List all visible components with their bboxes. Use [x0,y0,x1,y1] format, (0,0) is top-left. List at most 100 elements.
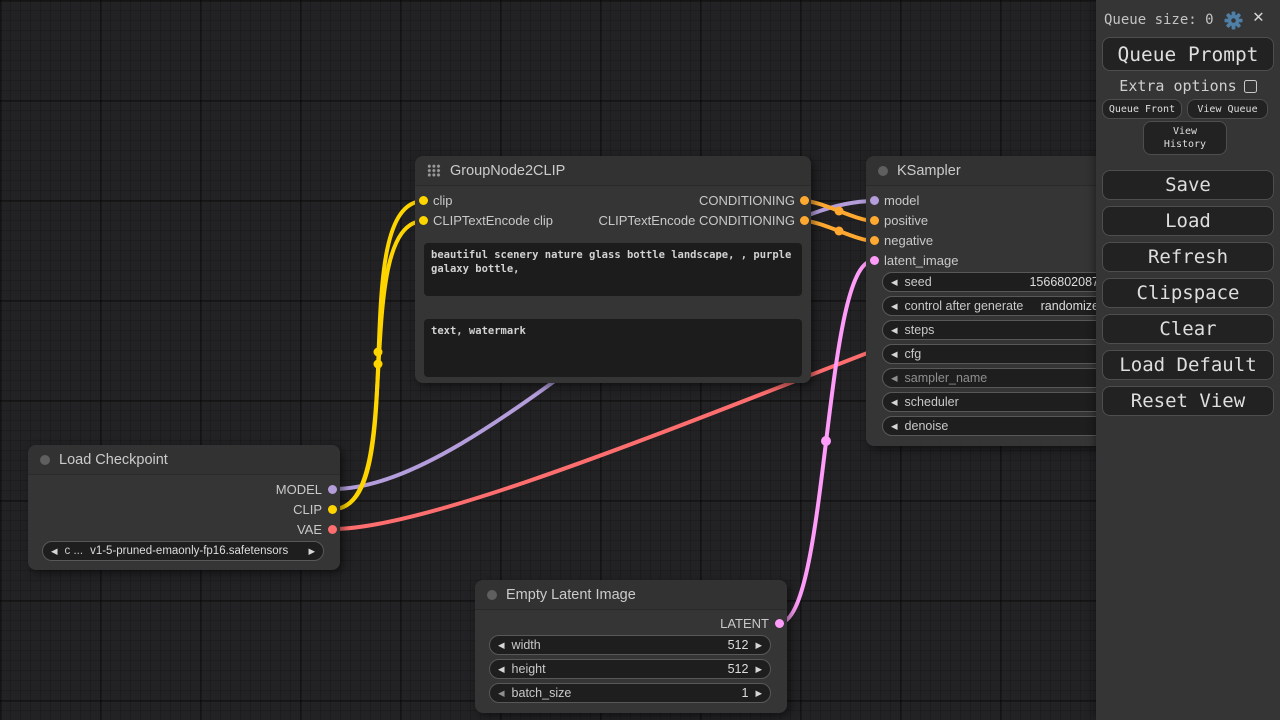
save-button[interactable]: Save [1102,170,1274,200]
input-slot-negative[interactable] [870,236,879,245]
collapse-dot-icon[interactable] [878,165,888,176]
widget-label: cfg [904,347,922,361]
widget-label: scheduler [904,395,959,409]
positive-prompt-textarea[interactable]: beautiful scenery nature glass bottle la… [424,243,802,296]
input-slot-clip[interactable] [419,196,428,205]
widget-label: control after generate [904,299,1024,313]
widget-batch-size[interactable]: ◀ batch_size 1 ▶ [489,683,771,703]
input-slot-model[interactable] [870,196,879,205]
widget-label: height [511,662,546,676]
link-midpoint-dot[interactable] [373,359,383,369]
node-load-checkpoint[interactable]: Load Checkpoint MODEL CLIP VAE ◀ c ... v… [28,445,340,570]
clear-button[interactable]: Clear [1102,314,1274,344]
extra-options-label: Extra options [1119,77,1237,95]
input-label: clip [433,193,453,208]
input-label: positive [884,213,929,228]
node-title: GroupNode2CLIP [450,162,566,179]
extra-options-row: Extra options [1102,77,1274,95]
left-arrow-icon[interactable]: ◀ [891,276,898,287]
widget-value: 1566802087 [1029,275,1099,289]
input-label: model [884,193,920,208]
left-arrow-icon[interactable]: ◀ [498,687,505,698]
grip-icon [427,164,441,177]
output-slot-cliptextencode-conditioning[interactable] [800,216,809,225]
input-label: CLIPTextEncode clip [433,213,553,228]
input-slot-cliptextencode-clip[interactable] [419,216,428,225]
view-history-button[interactable]: View History [1143,121,1227,155]
gear-icon[interactable] [1224,11,1243,30]
negative-prompt-textarea[interactable]: text, watermark [424,319,802,377]
link-midpoint-dot[interactable] [834,206,844,216]
extra-options-checkbox[interactable] [1243,79,1257,93]
node-groupnode2clip[interactable]: GroupNode2CLIP clip CLIPTextEncode clip … [415,156,811,383]
menu-panel: Queue size: 0 ✕ Queue Prompt Extra optio… [1096,0,1280,720]
right-arrow-icon[interactable]: ▶ [755,639,762,650]
widget-height[interactable]: ◀ height 512 ▶ [489,659,771,679]
link-midpoint-dot[interactable] [834,226,844,236]
node-title-bar[interactable]: Load Checkpoint [28,445,340,475]
link-midpoint-dot[interactable] [373,347,383,357]
collapse-dot-icon[interactable] [40,454,50,465]
link-midpoint-dot[interactable] [821,436,831,446]
output-slot-latent[interactable] [775,619,784,628]
queue-prompt-button[interactable]: Queue Prompt [1102,37,1274,71]
widget-label: batch_size [511,686,572,700]
queue-front-button[interactable]: Queue Front [1102,99,1182,119]
output-slot-model[interactable] [328,485,337,494]
left-arrow-icon[interactable]: ◀ [498,663,505,674]
output-label: CONDITIONING [698,193,795,208]
right-arrow-icon[interactable]: ▶ [755,663,762,674]
input-slot-positive[interactable] [870,216,879,225]
output-label: CLIP [293,502,322,517]
output-label: MODEL [275,482,322,497]
node-title-bar[interactable]: KSampler [866,156,1116,186]
widget-sampler-name[interactable]: ◀ sampler_name [882,368,1108,388]
node-title-bar[interactable]: GroupNode2CLIP [415,156,811,186]
reset-view-button[interactable]: Reset View [1102,386,1274,416]
widget-value: 1 [741,686,749,700]
widget-value: 512 [727,638,749,652]
left-arrow-icon[interactable]: ◀ [891,396,898,407]
clipspace-button[interactable]: Clipspace [1102,278,1274,308]
output-slot-vae[interactable] [328,525,337,534]
close-icon[interactable]: ✕ [1253,6,1264,27]
output-slot-conditioning[interactable] [800,196,809,205]
left-arrow-icon[interactable]: ◀ [891,300,898,311]
widget-width[interactable]: ◀ width 512 ▶ [489,635,771,655]
left-arrow-icon[interactable]: ◀ [891,348,898,359]
widget-cfg[interactable]: ◀ cfg [882,344,1108,364]
widget-label: c ... [64,545,84,557]
right-arrow-icon[interactable]: ▶ [755,687,762,698]
widget-ckpt-name[interactable]: ◀ c ... v1-5-pruned-emaonly-fp16.safeten… [42,541,324,561]
input-label: latent_image [884,253,959,268]
node-title-bar[interactable]: Empty Latent Image [475,580,787,610]
load-button[interactable]: Load [1102,206,1274,236]
node-title: Empty Latent Image [506,586,636,603]
widget-denoise[interactable]: ◀ denoise [882,416,1108,436]
output-label: CLIPTextEncode CONDITIONING [598,213,796,228]
refresh-button[interactable]: Refresh [1102,242,1274,272]
collapse-dot-icon[interactable] [487,589,497,600]
node-empty-latent-image[interactable]: Empty Latent Image LATENT ◀ width 512 ▶ … [475,580,787,713]
widget-seed[interactable]: ◀ seed 1566802087 [882,272,1108,292]
input-label: negative [884,233,934,248]
left-arrow-icon[interactable]: ◀ [51,545,58,556]
widget-control-after-generate[interactable]: ◀ control after generate randomize [882,296,1108,316]
widget-steps[interactable]: ◀ steps [882,320,1108,340]
widget-value: v1-5-pruned-emaonly-fp16.safetensors [90,545,289,557]
input-slot-latent-image[interactable] [870,256,879,265]
left-arrow-icon[interactable]: ◀ [891,324,898,335]
node-ksampler[interactable]: KSampler model positive negative latent_… [866,156,1116,446]
output-slot-clip[interactable] [328,505,337,514]
node-title: Load Checkpoint [59,451,168,468]
left-arrow-icon[interactable]: ◀ [498,639,505,650]
widget-scheduler[interactable]: ◀ scheduler [882,392,1108,412]
view-queue-button[interactable]: View Queue [1187,99,1268,119]
load-default-button[interactable]: Load Default [1102,350,1274,380]
left-arrow-icon[interactable]: ◀ [891,372,898,383]
node-title: KSampler [897,162,961,179]
left-arrow-icon[interactable]: ◀ [891,420,898,431]
right-arrow-icon[interactable]: ▶ [308,545,315,556]
